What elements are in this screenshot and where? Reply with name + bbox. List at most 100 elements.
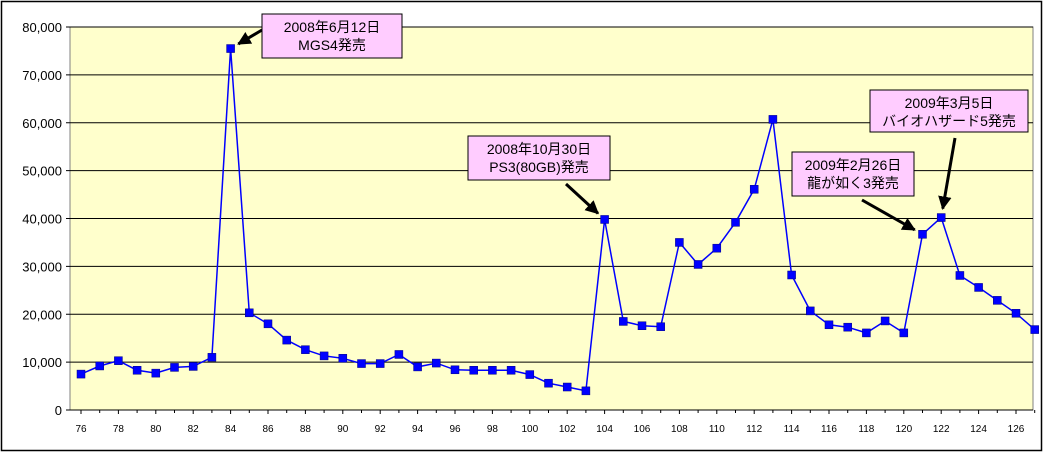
data-point: [226, 44, 235, 53]
x-tick-label: 124: [970, 424, 987, 435]
x-tick-label: 82: [188, 424, 200, 435]
data-point: [899, 328, 909, 338]
data-point: [562, 382, 572, 392]
data-point: [787, 270, 796, 280]
x-tick-label: 112: [746, 424, 762, 435]
data-point: [843, 322, 852, 332]
data-point: [357, 359, 366, 368]
annotation-label: 2009年2月26日: [805, 157, 902, 173]
data-point: [506, 366, 516, 375]
data-point: [132, 366, 142, 375]
data-point: [712, 243, 722, 253]
data-point: [955, 271, 965, 280]
data-point: [806, 306, 815, 316]
data-point: [394, 350, 404, 359]
y-tick-label: 80,000: [22, 20, 62, 35]
data-point: [151, 368, 161, 378]
x-tick-label: 98: [487, 424, 499, 435]
data-point: [245, 308, 254, 318]
data-point: [450, 365, 460, 375]
annotation-label: バイオハザード5発売: [882, 113, 1016, 129]
y-tick-label: 30,000: [22, 259, 62, 274]
x-tick-label: 80: [150, 424, 162, 435]
x-tick-label: 100: [521, 424, 538, 435]
data-point: [95, 361, 104, 371]
annotation-box: [467, 135, 611, 181]
data-point: [656, 322, 665, 331]
data-point: [488, 366, 497, 375]
data-point: [207, 353, 217, 362]
data-point: [675, 238, 684, 247]
annotation-arrow: [861, 198, 916, 232]
data-point: [600, 215, 609, 224]
y-tick-label: 10,000: [22, 355, 62, 370]
data-point: [918, 230, 927, 239]
data-point: [880, 316, 890, 326]
data-point: [282, 335, 291, 345]
data-point: [974, 283, 983, 292]
annotation-label: MGS4発売: [298, 37, 366, 53]
y-tick-label: 40,000: [22, 212, 62, 227]
series-line: [80, 48, 1036, 392]
annotation-label: 2008年10月30日: [487, 141, 591, 157]
x-tick-label: 116: [821, 424, 837, 435]
y-tick-label: 60,000: [22, 116, 62, 131]
data-point: [114, 356, 123, 365]
x-tick-label: 96: [449, 424, 461, 435]
data-point: [749, 185, 759, 194]
annotation-label: 2008年6月12日: [284, 19, 381, 35]
data-point: [768, 115, 778, 124]
x-tick-label: 114: [784, 424, 800, 435]
x-tick-label: 108: [671, 424, 688, 435]
x-tick-label: 110: [709, 424, 725, 435]
x-tick-label: 92: [375, 424, 387, 435]
x-tick-label: 126: [1008, 424, 1025, 435]
data-point: [862, 328, 871, 338]
data-point: [170, 363, 179, 372]
data-point: [301, 345, 310, 354]
data-point: [338, 354, 348, 363]
annotation-label: PS3(80GB)発売: [489, 159, 589, 175]
annotation-box: [869, 89, 1029, 133]
x-tick-label: 90: [337, 424, 349, 435]
x-tick-label: 102: [559, 424, 576, 435]
annotation-label: 2009年3月5日: [905, 95, 994, 111]
data-point: [544, 378, 553, 388]
y-tick-label: 0: [55, 403, 62, 418]
annotation-box: [261, 13, 403, 59]
y-tick-label: 50,000: [22, 164, 62, 179]
x-tick-label: 94: [412, 424, 424, 435]
annotation-arrow: [237, 28, 263, 46]
data-point: [375, 359, 385, 368]
data-point: [413, 362, 422, 372]
data-point: [188, 362, 198, 371]
annotation-box: [791, 151, 915, 197]
data-point: [637, 321, 647, 330]
x-tick-label: 106: [634, 424, 651, 435]
data-point: [731, 218, 740, 227]
data-point: [936, 213, 946, 222]
x-tick-label: 118: [858, 424, 874, 435]
x-tick-label: 120: [895, 424, 912, 435]
data-point: [1011, 309, 1021, 318]
x-tick-label: 88: [300, 424, 312, 435]
data-point: [693, 260, 703, 269]
annotation-label: 龍が如く3発売: [807, 175, 899, 191]
data-point: [1030, 325, 1039, 334]
data-point: [525, 370, 535, 379]
data-point: [619, 317, 628, 326]
data-point: [581, 386, 591, 396]
data-point: [993, 296, 1002, 305]
annotation-arrow: [938, 137, 957, 211]
x-tick-label: 78: [113, 424, 125, 435]
x-tick-label: 122: [933, 424, 950, 435]
y-tick-label: 20,000: [22, 307, 62, 322]
x-tick-label: 86: [262, 424, 274, 435]
x-tick-label: 76: [75, 424, 87, 435]
y-tick-label: 70,000: [22, 68, 62, 83]
data-point: [824, 320, 834, 330]
data-point: [76, 369, 86, 379]
annotation-arrow: [564, 182, 599, 215]
